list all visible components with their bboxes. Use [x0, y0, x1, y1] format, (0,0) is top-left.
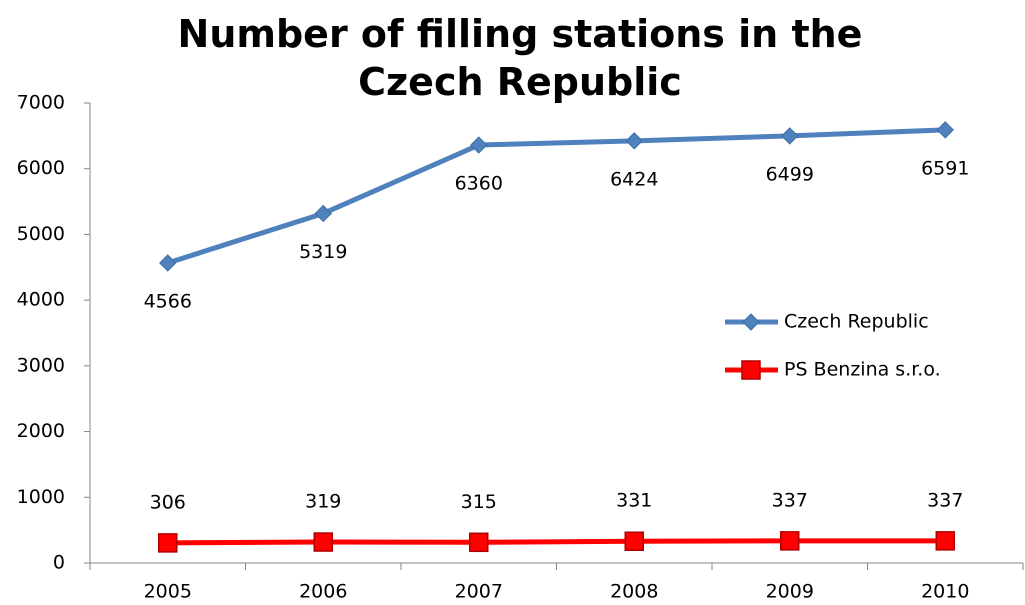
data-label: 315	[461, 491, 497, 513]
legend-marker	[741, 360, 761, 380]
legend-label: Czech Republic	[784, 311, 929, 333]
y-tick-label: 2000	[17, 420, 65, 442]
y-tick-label: 1000	[17, 486, 65, 508]
y-tick-label: 4000	[17, 289, 65, 311]
x-tick-label: 2010	[921, 581, 969, 603]
x-tick-label: 2005	[144, 581, 192, 603]
data-point	[625, 132, 643, 150]
data-label: 6424	[610, 168, 658, 190]
data-point	[469, 532, 489, 553]
x-tick-label: 2007	[455, 581, 503, 603]
x-tick-label: 2009	[766, 581, 814, 603]
data-label: 319	[305, 491, 341, 513]
data-label: 6499	[766, 163, 814, 185]
data-point	[159, 254, 177, 272]
data-point	[781, 127, 799, 145]
data-point	[470, 136, 488, 154]
data-label: 4566	[144, 290, 192, 312]
chart-title: Number of filling stations in the Czech …	[177, 12, 863, 104]
y-tick-label: 0	[53, 552, 65, 574]
data-label: 6591	[921, 157, 969, 179]
y-tick-label: 5000	[17, 223, 65, 245]
x-tick-label: 2008	[610, 581, 658, 603]
data-label: 337	[772, 489, 808, 511]
series-line	[166, 127, 946, 266]
x-tick-label: 2006	[299, 581, 347, 603]
y-tick-label: 7000	[17, 92, 65, 114]
series-line	[167, 538, 946, 546]
data-point	[780, 531, 800, 551]
legend-label: PS Benzina s.r.o.	[784, 359, 941, 381]
data-point	[936, 121, 954, 139]
data-label: 337	[927, 489, 963, 511]
data-point	[624, 531, 644, 551]
data-point	[158, 533, 178, 553]
data-label: 6360	[455, 173, 503, 195]
data-point	[935, 531, 955, 551]
data-point	[314, 204, 332, 223]
data-label: 306	[150, 491, 186, 513]
y-tick-label: 6000	[17, 157, 65, 179]
legend-marker	[742, 313, 760, 331]
data-label: 331	[616, 490, 652, 512]
data-point	[313, 532, 333, 552]
data-label: 5319	[299, 241, 347, 263]
y-tick-label: 3000	[17, 354, 65, 376]
